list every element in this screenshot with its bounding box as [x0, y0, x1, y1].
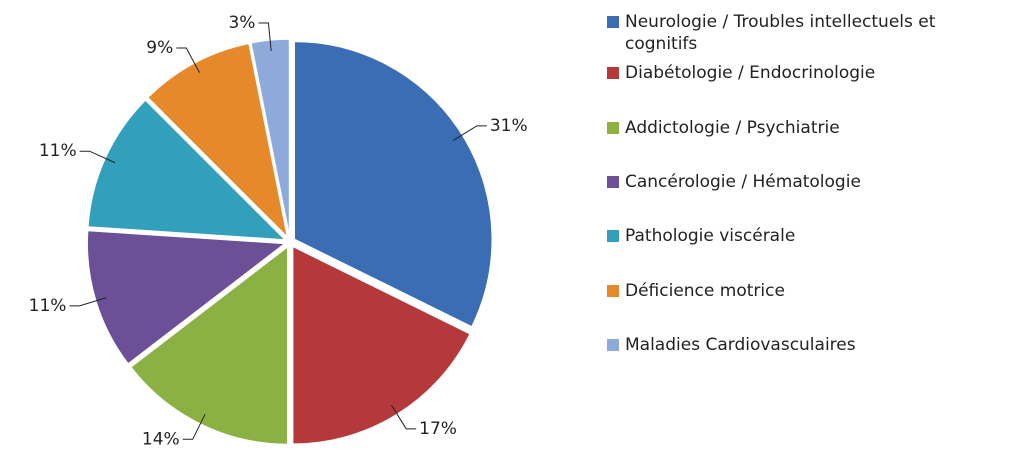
legend-swatch [607, 16, 619, 28]
leader-line [390, 404, 417, 430]
legend-swatch [607, 284, 619, 297]
leader-line [258, 22, 272, 51]
legend-swatch [607, 121, 619, 134]
data-label: 17% [419, 419, 457, 439]
legend-swatch [607, 67, 619, 80]
data-label: 11% [39, 141, 77, 161]
data-label: 3% [228, 13, 255, 33]
legend-swatch [607, 338, 619, 351]
legend-label: Cancérologie / Hématologie [625, 171, 861, 192]
data-label: 11% [29, 296, 67, 316]
data-label: 31% [490, 116, 528, 136]
legend-label: Diabétologie / Endocrinologie [625, 63, 876, 84]
legend-item: Cancérologie / Hématologie [607, 171, 1002, 193]
legend-item: Déficience motrice [607, 280, 1002, 302]
legend-item: Addictologie / Psychiatrie [607, 117, 1002, 139]
legend-item: Maladies Cardiovasculaires [607, 334, 1002, 356]
legend-label: Pathologie viscérale [625, 226, 796, 247]
legend-label: Maladies Cardiovasculaires [625, 334, 856, 355]
legend-label: Addictologie / Psychiatrie [625, 117, 840, 138]
legend-item: Pathologie viscérale [607, 225, 1002, 247]
leader-line [69, 297, 107, 307]
chart: 31% 17% 14% 11% 11% 9% 3% [29, 13, 528, 449]
legend-label: Neurologie / Troubles intellectuels et c… [625, 12, 936, 54]
legend-swatch [607, 230, 619, 243]
legend-swatch [607, 175, 619, 188]
leader-line [452, 125, 487, 142]
legend-label: Déficience motrice [625, 280, 785, 301]
leader-line [182, 413, 206, 440]
leader-line [176, 47, 200, 73]
data-label: 14% [142, 429, 180, 449]
data-label: 9% [146, 38, 173, 58]
legend-item: Neurologie / Troubles intellectuels et c… [607, 11, 1002, 55]
legend-item: Diabétologie / Endocrinologie [607, 62, 1002, 84]
leader-line [79, 150, 116, 164]
